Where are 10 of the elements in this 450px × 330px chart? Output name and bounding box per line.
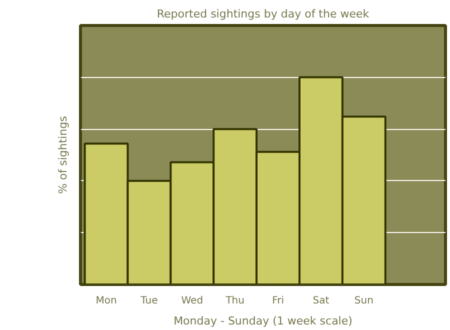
y-axis-title: % of sightings	[56, 116, 70, 194]
x-tick-label: Sat	[312, 296, 330, 306]
chart-title: Reported sightings by day of the week	[156, 8, 370, 20]
x-tick-label: Tue	[140, 296, 158, 306]
x-tick-label: Thu	[224, 296, 244, 306]
x-tick-label: Mon	[96, 296, 117, 306]
x-axis-title: Monday - Sunday (1 week scale)	[174, 314, 352, 328]
x-tick-label: Wed	[181, 296, 204, 306]
x-tick-label: Sun	[354, 296, 374, 306]
x-tick-label: Fri	[272, 296, 284, 306]
